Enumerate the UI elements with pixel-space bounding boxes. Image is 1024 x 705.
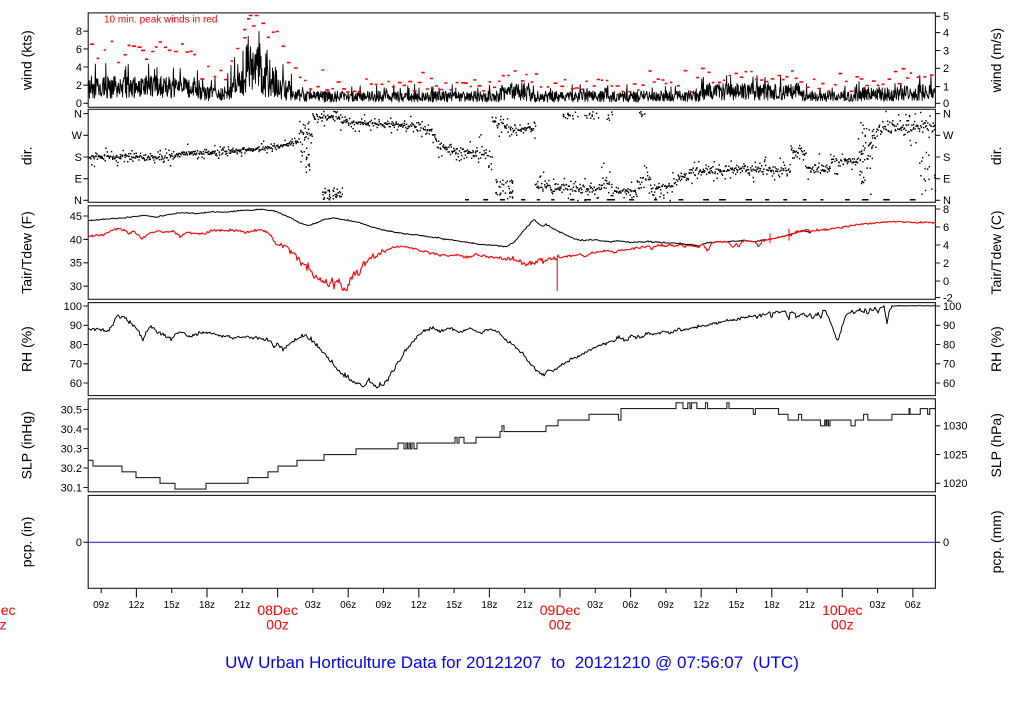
svg-text:0: 0 bbox=[76, 98, 82, 110]
svg-text:07Dec: 07Dec bbox=[0, 602, 16, 618]
svg-text:8: 8 bbox=[76, 26, 82, 38]
svg-text:E: E bbox=[943, 174, 950, 186]
svg-text:wind (kts): wind (kts) bbox=[19, 30, 35, 91]
svg-text:100: 100 bbox=[943, 301, 961, 313]
svg-text:21z: 21z bbox=[517, 600, 533, 611]
svg-text:UW Urban Horticulture Data for: UW Urban Horticulture Data for 20121207 … bbox=[225, 653, 799, 672]
svg-text:SLP (inHg): SLP (inHg) bbox=[19, 411, 35, 479]
svg-text:80: 80 bbox=[943, 339, 955, 351]
svg-text:6: 6 bbox=[76, 44, 82, 56]
svg-text:4: 4 bbox=[76, 62, 82, 74]
svg-text:30.3: 30.3 bbox=[61, 443, 82, 455]
svg-text:10 min. peak winds in red: 10 min. peak winds in red bbox=[104, 15, 217, 26]
svg-text:3: 3 bbox=[943, 46, 949, 58]
svg-text:45: 45 bbox=[70, 211, 82, 223]
svg-text:dir.: dir. bbox=[19, 146, 35, 165]
svg-text:35: 35 bbox=[70, 258, 82, 270]
svg-text:90: 90 bbox=[943, 320, 955, 332]
svg-text:00z: 00z bbox=[0, 617, 7, 633]
svg-text:09z: 09z bbox=[375, 600, 391, 611]
svg-text:4: 4 bbox=[943, 240, 949, 252]
svg-text:100: 100 bbox=[64, 301, 82, 313]
svg-text:09z: 09z bbox=[658, 600, 674, 611]
svg-text:06z: 06z bbox=[905, 600, 921, 611]
svg-text:06z: 06z bbox=[623, 600, 639, 611]
svg-text:1025: 1025 bbox=[943, 449, 967, 461]
svg-text:SLP (hPa): SLP (hPa) bbox=[988, 413, 1004, 477]
svg-text:10Dec: 10Dec bbox=[822, 602, 862, 618]
svg-text:03z: 03z bbox=[305, 600, 321, 611]
svg-text:30.2: 30.2 bbox=[61, 463, 82, 475]
svg-text:00z: 00z bbox=[549, 617, 572, 633]
svg-text:18z: 18z bbox=[199, 600, 215, 611]
svg-text:RH (%): RH (%) bbox=[988, 326, 1004, 372]
svg-text:15z: 15z bbox=[164, 600, 180, 611]
svg-text:70: 70 bbox=[943, 359, 955, 371]
svg-text:06z: 06z bbox=[340, 600, 356, 611]
svg-text:00z: 00z bbox=[266, 617, 289, 633]
svg-text:E: E bbox=[75, 174, 82, 186]
svg-text:N: N bbox=[943, 195, 951, 207]
svg-text:5: 5 bbox=[943, 11, 949, 23]
svg-text:wind (m/s): wind (m/s) bbox=[988, 28, 1004, 94]
svg-text:N: N bbox=[943, 109, 951, 121]
svg-text:2: 2 bbox=[943, 258, 949, 270]
svg-text:00z: 00z bbox=[831, 617, 854, 633]
svg-text:Tair/Tdew (C): Tair/Tdew (C) bbox=[988, 210, 1004, 294]
svg-text:30.4: 30.4 bbox=[61, 424, 82, 436]
svg-text:2: 2 bbox=[943, 63, 949, 75]
svg-text:8: 8 bbox=[943, 204, 949, 216]
svg-text:4: 4 bbox=[943, 28, 949, 40]
svg-text:90: 90 bbox=[70, 320, 82, 332]
svg-text:09Dec: 09Dec bbox=[540, 602, 580, 618]
svg-text:12z: 12z bbox=[128, 600, 144, 611]
svg-text:-2: -2 bbox=[943, 292, 953, 304]
svg-text:09z: 09z bbox=[93, 600, 109, 611]
svg-text:2: 2 bbox=[76, 80, 82, 92]
svg-text:18z: 18z bbox=[481, 600, 497, 611]
svg-text:0: 0 bbox=[943, 537, 949, 549]
svg-text:21z: 21z bbox=[234, 600, 250, 611]
svg-text:30.5: 30.5 bbox=[61, 404, 82, 416]
svg-text:S: S bbox=[75, 152, 82, 164]
svg-text:6: 6 bbox=[943, 222, 949, 234]
svg-text:1: 1 bbox=[943, 82, 949, 94]
svg-text:03z: 03z bbox=[870, 600, 886, 611]
svg-text:80: 80 bbox=[70, 339, 82, 351]
svg-text:0: 0 bbox=[76, 537, 82, 549]
svg-text:30: 30 bbox=[70, 281, 82, 293]
svg-text:W: W bbox=[943, 130, 954, 142]
svg-text:40: 40 bbox=[70, 234, 82, 246]
svg-text:21z: 21z bbox=[799, 600, 815, 611]
svg-text:dir.: dir. bbox=[988, 146, 1004, 165]
svg-text:N: N bbox=[74, 109, 82, 121]
svg-text:08Dec: 08Dec bbox=[257, 602, 297, 618]
svg-text:60: 60 bbox=[943, 378, 955, 390]
svg-text:0: 0 bbox=[943, 98, 949, 110]
svg-text:12z: 12z bbox=[411, 600, 427, 611]
svg-text:N: N bbox=[74, 195, 82, 207]
svg-text:S: S bbox=[943, 152, 950, 164]
svg-text:1030: 1030 bbox=[943, 421, 967, 433]
svg-text:60: 60 bbox=[70, 378, 82, 390]
svg-text:Tair/Tdew (F): Tair/Tdew (F) bbox=[19, 211, 35, 293]
svg-text:03z: 03z bbox=[587, 600, 603, 611]
svg-text:RH (%): RH (%) bbox=[19, 326, 35, 372]
svg-text:30.1: 30.1 bbox=[61, 482, 82, 494]
svg-text:15z: 15z bbox=[446, 600, 462, 611]
svg-text:0: 0 bbox=[943, 276, 949, 288]
svg-text:W: W bbox=[72, 130, 83, 142]
svg-text:pcp. (in): pcp. (in) bbox=[19, 517, 35, 568]
svg-text:15z: 15z bbox=[728, 600, 744, 611]
svg-text:70: 70 bbox=[70, 359, 82, 371]
svg-text:18z: 18z bbox=[764, 600, 780, 611]
svg-text:1020: 1020 bbox=[943, 478, 967, 490]
svg-text:pcp. (mm): pcp. (mm) bbox=[988, 510, 1004, 573]
svg-text:12z: 12z bbox=[693, 600, 709, 611]
